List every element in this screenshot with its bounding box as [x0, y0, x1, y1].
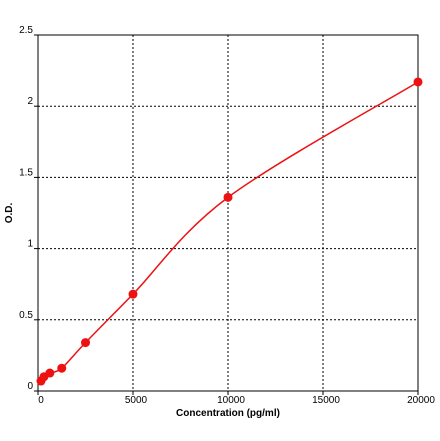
x-tick-label: 0 — [38, 395, 44, 406]
x-axis-label: Concentration (pg/ml) — [176, 408, 280, 419]
data-point — [81, 338, 90, 348]
x-tick-label: 10000 — [217, 395, 245, 406]
y-tick-label: 1 — [27, 239, 33, 250]
data-point — [413, 77, 423, 87]
y-tick-label: 2 — [27, 96, 33, 107]
y-tick-label: 0.5 — [19, 310, 33, 321]
x-tick-label: 20000 — [407, 395, 435, 406]
x-tick-label: 15000 — [312, 395, 340, 406]
data-point — [57, 363, 67, 373]
y-tick-label: 1.5 — [19, 167, 33, 178]
y-axis-label: O.D. — [4, 203, 15, 224]
y-tick-label: 0 — [27, 381, 33, 392]
data-point — [128, 289, 138, 299]
data-point — [223, 192, 233, 202]
x-tick-label: 5000 — [125, 395, 148, 406]
data-point — [45, 368, 55, 378]
y-tick-label: 2.5 — [19, 25, 33, 36]
